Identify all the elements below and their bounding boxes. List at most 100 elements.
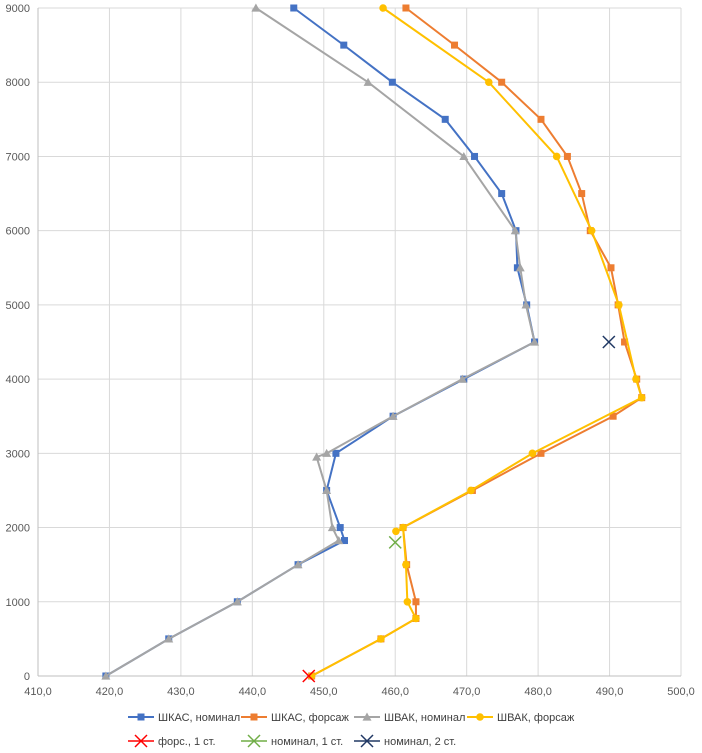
legend-label: номинал, 2 ст. — [384, 736, 456, 748]
series-line — [311, 7, 643, 677]
data-point — [528, 449, 537, 458]
data-point — [498, 78, 506, 86]
data-point — [621, 338, 629, 346]
series-group — [101, 3, 646, 683]
legend-item: ШКАС, форсаж — [241, 712, 350, 724]
legend-item: ШВАК, форсаж — [467, 712, 575, 724]
data-point — [327, 523, 337, 532]
x-tick-label: 410,0 — [24, 686, 52, 698]
x-tick-label: 480,0 — [524, 686, 552, 698]
legend-item: номинал, 2 ст. — [354, 734, 456, 748]
legend-item: форс., 1 ст. — [128, 734, 216, 748]
legend-swatch-marker — [476, 713, 484, 721]
data-point — [332, 449, 340, 457]
legend-swatch-marker — [134, 734, 148, 748]
data-point — [563, 152, 571, 160]
data-point — [251, 3, 261, 12]
grid — [37, 7, 682, 677]
data-point — [412, 598, 420, 606]
series-1 — [102, 4, 539, 680]
data-point — [602, 335, 616, 349]
data-point — [459, 151, 469, 161]
data-point — [615, 301, 623, 309]
data-point — [412, 614, 420, 623]
data-point — [513, 264, 521, 272]
series-7 — [602, 335, 616, 349]
data-point — [402, 560, 410, 569]
data-point — [587, 226, 596, 235]
data-point — [399, 523, 407, 532]
data-point — [457, 374, 467, 383]
data-point — [388, 535, 402, 549]
legend-label: ШКАС, форсаж — [271, 712, 350, 724]
data-point — [485, 78, 493, 87]
legend-label: форс., 1 ст. — [158, 736, 216, 748]
x-tick-label: 430,0 — [167, 686, 195, 698]
legend-swatch-marker — [137, 713, 145, 721]
legend: ШКАС, номинал ШКАС, форсаж ШВАК, номинал ШВ… — [128, 712, 575, 748]
legend-item: ШВАК, номинал — [354, 712, 465, 724]
y-tick-label: 7000 — [6, 151, 30, 163]
series-line — [105, 7, 536, 677]
data-point — [312, 452, 322, 461]
data-point — [515, 263, 525, 272]
series-line — [105, 7, 536, 677]
data-point — [340, 41, 348, 49]
y-tick-label: 6000 — [6, 226, 30, 238]
data-point — [377, 635, 385, 643]
legend-swatch-marker — [247, 734, 261, 748]
data-point — [101, 671, 111, 680]
legend-label: номинал, 1 ст. — [271, 736, 343, 748]
x-tick-label: 440,0 — [239, 686, 267, 698]
data-point — [290, 4, 298, 12]
x-tick-label: 490,0 — [596, 686, 624, 698]
data-point — [402, 4, 410, 12]
data-point — [388, 78, 396, 86]
legend-label: ШВАК, номинал — [384, 712, 465, 724]
data-point — [336, 524, 344, 532]
series-3 — [101, 3, 540, 680]
series-6 — [388, 535, 402, 549]
data-point — [322, 485, 332, 495]
series-4 — [307, 4, 646, 680]
data-point — [510, 226, 520, 235]
data-point — [498, 190, 506, 198]
data-point — [609, 412, 617, 420]
data-point — [379, 4, 387, 12]
data-point — [441, 115, 449, 123]
legend-swatch-marker — [250, 713, 258, 721]
data-point — [632, 375, 640, 383]
data-point — [164, 634, 174, 643]
legend-item: ШКАС, номинал — [128, 712, 240, 724]
data-point — [637, 393, 646, 402]
data-point — [607, 264, 615, 272]
data-point — [467, 486, 475, 495]
data-point — [392, 527, 400, 536]
y-tick-label: 1000 — [6, 597, 30, 609]
data-point — [521, 300, 531, 309]
data-point — [578, 190, 586, 198]
data-point — [530, 337, 540, 346]
legend-label: ШВАК, форсаж — [497, 712, 575, 724]
y-tick-label: 2000 — [6, 523, 30, 535]
data-point — [537, 449, 545, 457]
series-2 — [308, 4, 646, 680]
data-point — [363, 77, 373, 86]
series-line — [311, 7, 643, 677]
y-tick-label: 4000 — [6, 374, 30, 386]
legend-item: номинал, 1 ст. — [241, 734, 343, 748]
x-tick-label: 420,0 — [96, 686, 124, 698]
data-point — [388, 411, 398, 420]
data-point — [471, 152, 479, 160]
y-tick-label: 8000 — [6, 77, 30, 89]
axes: 0 1000 2000 3000 4000 5000 6000 7000 8000 9000 410… — [6, 3, 695, 698]
data-point — [537, 115, 545, 123]
data-point — [340, 537, 348, 545]
y-tick-label: 5000 — [6, 300, 30, 312]
x-tick-label: 450,0 — [310, 686, 338, 698]
data-point — [232, 597, 242, 606]
series-5 — [302, 669, 316, 683]
data-point — [334, 536, 344, 545]
x-tick-label: 500,0 — [667, 686, 695, 698]
